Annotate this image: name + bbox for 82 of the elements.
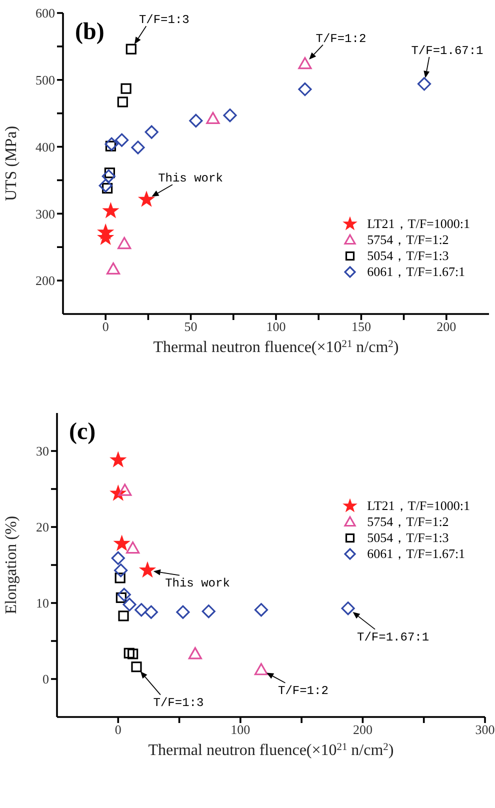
legend-label: 5754，T/F=1:2 xyxy=(367,232,449,248)
point xyxy=(106,262,120,274)
point xyxy=(144,125,158,139)
point xyxy=(134,603,148,617)
point xyxy=(131,140,145,154)
point xyxy=(128,648,138,660)
y-tick-label: 20 xyxy=(36,520,49,535)
x-axis-title: Thermal neutron fluence(×10$^{21}$ n/cm$^{2}$) xyxy=(148,742,394,759)
point xyxy=(114,133,129,147)
point xyxy=(131,662,142,672)
point xyxy=(117,96,128,108)
annotation: T/F=1:3 xyxy=(153,696,204,710)
annotation: This work xyxy=(158,172,223,186)
point xyxy=(254,663,268,676)
point xyxy=(118,236,132,250)
legend-label: LT21，T/F=1000:1 xyxy=(367,216,470,232)
y-tick-label: 400 xyxy=(36,139,55,154)
y-axis-title: Elongation (%) xyxy=(3,516,20,614)
point xyxy=(341,602,355,616)
point xyxy=(126,44,136,54)
x-tick-label: 100 xyxy=(230,722,250,738)
point xyxy=(98,178,112,192)
y-axis-title: UTS (MPa) xyxy=(3,126,20,202)
point xyxy=(298,82,312,96)
y-tick-label: 500 xyxy=(36,72,55,88)
point xyxy=(254,603,268,617)
annotation: This work xyxy=(165,576,230,590)
chart-title: (b) xyxy=(75,19,104,46)
point xyxy=(103,202,118,218)
annotation: T/F=1:2 xyxy=(278,684,328,698)
x-tick-label: 200 xyxy=(436,319,456,334)
point xyxy=(206,112,220,124)
point xyxy=(114,572,126,584)
legend-label: LT21，T/F=1000:1 xyxy=(367,498,470,514)
legend-label: 6061，T/F=1.67:1 xyxy=(367,264,466,280)
point xyxy=(202,604,216,618)
y-tick-label: 600 xyxy=(36,6,55,21)
point xyxy=(102,182,113,194)
point xyxy=(188,647,202,660)
chart-title: (c) xyxy=(69,419,96,446)
point xyxy=(110,452,126,467)
x-axis-title: Thermal neutron fluence(×10$^{21}$ n/cm$^{2}$) xyxy=(153,338,399,356)
x-tick-label: 200 xyxy=(352,722,372,738)
point xyxy=(417,77,432,91)
point xyxy=(111,551,125,565)
point xyxy=(124,648,134,658)
point xyxy=(118,610,129,622)
annotation: T/F=1.67:1 xyxy=(357,630,430,644)
point xyxy=(114,536,130,550)
x-tick-label: 0 xyxy=(102,319,109,334)
point xyxy=(138,192,154,206)
y-tick-label: 0 xyxy=(42,672,49,687)
y-tick-label: 300 xyxy=(36,206,55,222)
point xyxy=(104,137,118,151)
point xyxy=(189,114,203,128)
point xyxy=(102,169,116,184)
x-tick-label: 100 xyxy=(266,319,286,334)
x-tick-label: 150 xyxy=(351,319,371,334)
point xyxy=(105,140,116,152)
point xyxy=(140,562,156,577)
point xyxy=(117,588,131,602)
annotation: T/F=1:2 xyxy=(316,32,366,46)
x-tick-label: 0 xyxy=(114,722,122,738)
legend-label: 5754，T/F=1:2 xyxy=(367,514,449,530)
point xyxy=(144,605,158,619)
legend-label: 6061，T/F=1.67:1 xyxy=(367,546,466,562)
legend-label: 5054，T/F=1:3 xyxy=(367,248,449,264)
annotation: T/F=1:3 xyxy=(138,13,190,28)
annotation: T/F=1.67:1 xyxy=(411,44,484,58)
y-tick-label: 200 xyxy=(36,273,55,288)
point xyxy=(298,57,312,70)
legend-label: 5054，T/F=1:3 xyxy=(367,530,449,546)
y-tick-label: 10 xyxy=(36,596,49,611)
point xyxy=(114,564,128,578)
x-tick-label: 50 xyxy=(184,319,198,334)
point xyxy=(176,605,190,619)
point xyxy=(126,541,140,554)
point xyxy=(120,83,132,94)
y-tick-label: 30 xyxy=(36,444,49,459)
point xyxy=(122,598,136,612)
x-tick-label: 300 xyxy=(475,722,495,738)
point xyxy=(223,108,237,122)
